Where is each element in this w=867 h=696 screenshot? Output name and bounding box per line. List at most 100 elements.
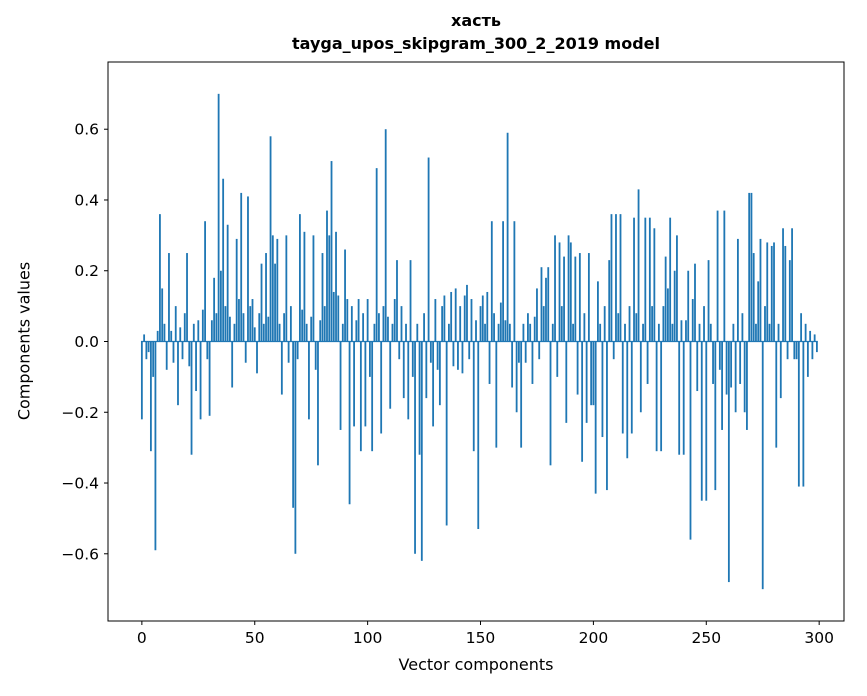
bar	[287, 341, 290, 363]
bar	[786, 341, 789, 360]
bar	[294, 341, 297, 554]
bar	[344, 249, 346, 342]
bar	[660, 341, 663, 452]
bar	[210, 320, 213, 342]
bar	[317, 341, 319, 466]
bar	[531, 341, 534, 384]
bar	[732, 323, 735, 342]
bar	[438, 341, 441, 406]
bar	[689, 341, 692, 540]
bar	[741, 313, 744, 342]
bar	[168, 253, 170, 342]
bar	[673, 270, 676, 342]
bar	[626, 341, 629, 459]
bar	[517, 341, 520, 363]
bar	[493, 313, 495, 342]
bar	[624, 323, 626, 342]
bar	[800, 313, 803, 342]
bar	[581, 341, 584, 462]
bar	[739, 341, 742, 384]
bar	[441, 306, 444, 342]
x-tick-label: 100	[353, 629, 383, 647]
bar	[163, 323, 166, 342]
bar	[576, 341, 579, 395]
bar	[486, 291, 489, 342]
bar	[698, 323, 701, 342]
bar	[335, 231, 337, 342]
bar	[606, 341, 608, 491]
bar	[355, 320, 358, 342]
bar	[350, 306, 353, 342]
bar	[224, 306, 227, 342]
bar	[587, 253, 590, 342]
bar	[411, 341, 414, 377]
bar	[759, 238, 762, 342]
bar	[662, 306, 665, 342]
bar	[323, 306, 326, 342]
bar	[502, 221, 504, 342]
bar	[529, 323, 532, 342]
bar	[362, 313, 365, 342]
bar	[418, 341, 421, 455]
bar	[655, 341, 658, 452]
bar	[642, 323, 644, 342]
bar	[773, 242, 775, 342]
bar	[206, 341, 209, 360]
bar	[375, 168, 378, 342]
bar	[229, 316, 231, 342]
y-tick-label: 0.2	[74, 262, 99, 280]
bar	[816, 341, 818, 353]
y-tick-label: 0.0	[74, 333, 99, 351]
bar	[499, 302, 502, 342]
bar	[393, 299, 396, 342]
bar	[685, 320, 687, 342]
chart-title-word: хасть	[451, 11, 501, 30]
bar	[536, 288, 538, 342]
bar	[240, 192, 243, 342]
bar	[269, 136, 272, 342]
bar	[497, 323, 500, 342]
bar	[687, 270, 690, 342]
bar	[341, 323, 344, 342]
bar	[330, 161, 333, 342]
bar	[249, 306, 252, 342]
bar	[371, 341, 374, 452]
bar	[592, 341, 595, 406]
bar	[793, 341, 796, 360]
bar	[705, 341, 708, 501]
bar	[262, 323, 265, 342]
bar	[725, 341, 728, 395]
bar	[445, 341, 448, 526]
bar	[477, 341, 480, 530]
bar	[382, 306, 385, 342]
bar	[457, 341, 459, 370]
bar	[312, 235, 315, 342]
bar	[459, 306, 462, 342]
bar	[470, 299, 473, 342]
bar	[434, 299, 437, 342]
tick-marks	[104, 128, 820, 625]
bar	[547, 267, 550, 342]
bar	[238, 299, 240, 342]
bar	[594, 341, 597, 494]
bar	[691, 299, 694, 342]
bar	[152, 341, 155, 377]
bar	[235, 238, 238, 342]
bar	[396, 260, 398, 342]
bar	[328, 235, 331, 342]
bar	[802, 341, 805, 487]
bar	[651, 306, 654, 342]
bar	[149, 341, 152, 452]
bar	[779, 341, 782, 399]
bar	[680, 320, 683, 342]
bar	[472, 341, 475, 452]
bar	[475, 320, 477, 342]
bar	[565, 341, 568, 423]
bar	[527, 313, 529, 342]
x-axis-label: Vector components	[398, 655, 554, 674]
bar	[522, 323, 525, 342]
bar	[292, 341, 295, 508]
bar	[495, 341, 498, 448]
bar	[648, 217, 651, 342]
bar	[357, 299, 360, 342]
